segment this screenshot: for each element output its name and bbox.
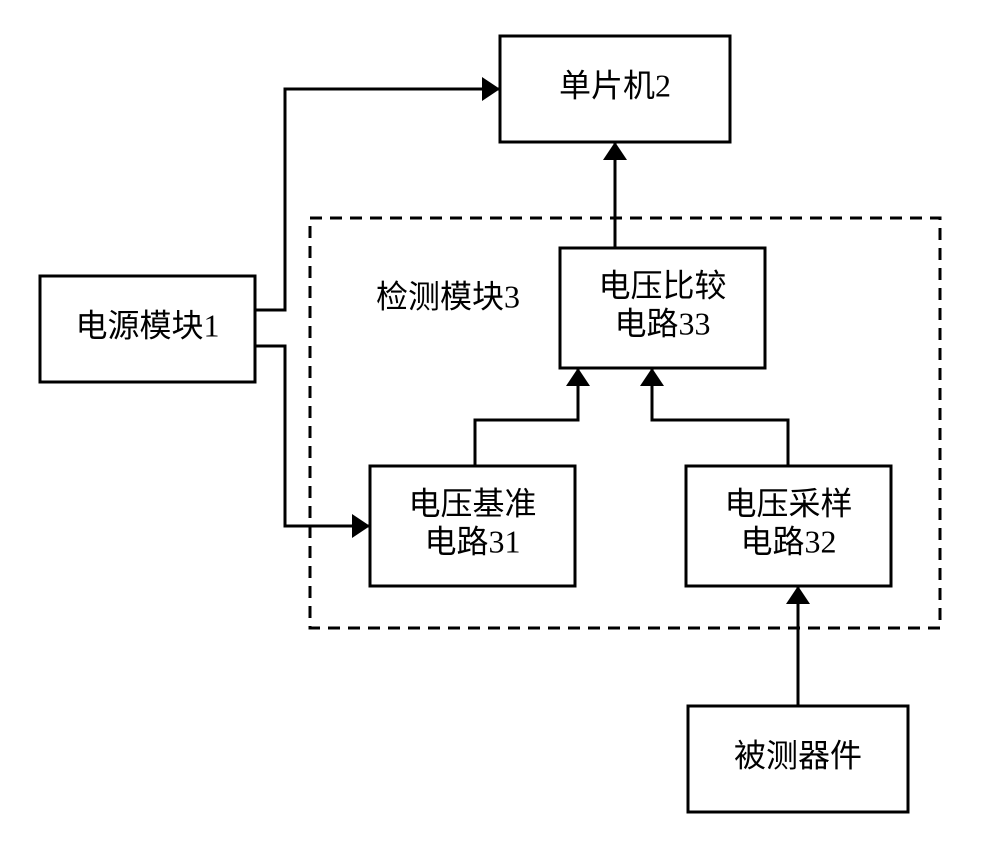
- ref-to-comp: [475, 368, 578, 466]
- power-to-ref: [255, 346, 370, 526]
- power-label-0: 电源模块1: [75, 307, 219, 343]
- dut-label-0: 被测器件: [734, 737, 862, 773]
- reference-label-1: 电路31: [424, 523, 520, 559]
- sampling-label-0: 电压采样: [724, 485, 852, 521]
- samp-to-comp: [652, 368, 788, 466]
- detection-module-label: 检测模块3: [376, 278, 520, 314]
- comparator-label-1: 电路33: [614, 305, 710, 341]
- sampling-label-1: 电路32: [740, 523, 836, 559]
- power-to-mcu: [255, 89, 500, 310]
- comparator-label-0: 电压比较: [598, 267, 726, 303]
- mcu-label-0: 单片机2: [559, 67, 671, 103]
- reference-label-0: 电压基准: [408, 485, 536, 521]
